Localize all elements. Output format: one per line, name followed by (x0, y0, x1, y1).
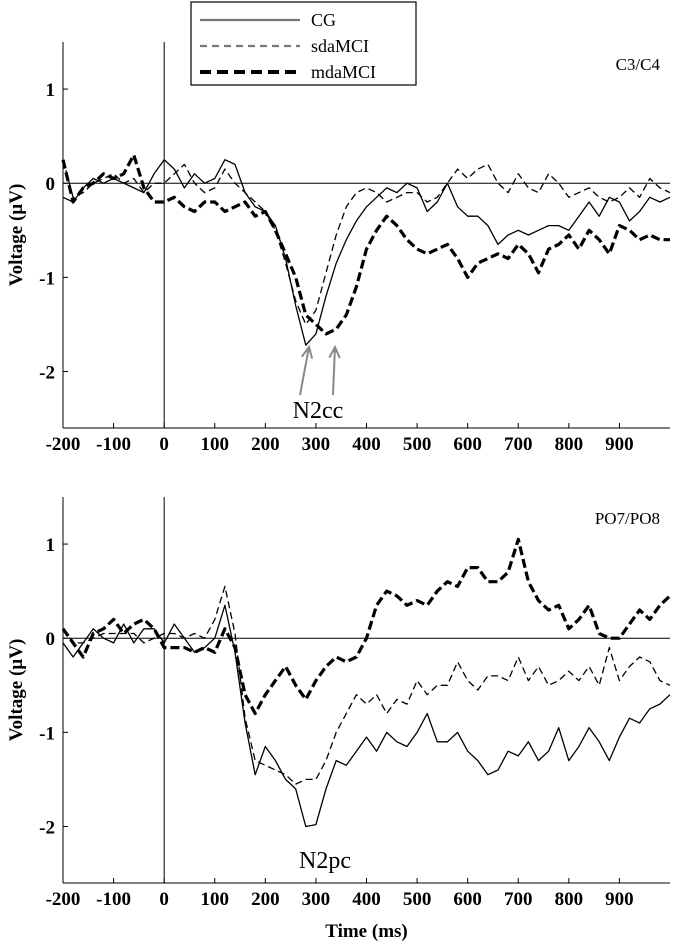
panel-label: C3/C4 (616, 55, 661, 74)
legend: CG sdaMCI mdaMCI (190, 1, 417, 86)
y-tick-label: 0 (46, 174, 56, 195)
x-tick-label: -100 (96, 434, 131, 455)
annotation-arrows (299, 344, 341, 396)
annotation-label: N2pc (299, 848, 351, 874)
x-tick-label: 900 (605, 434, 634, 455)
series-line-cg (62, 604, 671, 828)
x-tick-label: 0 (159, 434, 169, 455)
series-line-sdamci (62, 159, 671, 326)
x-tick-label: 300 (302, 889, 331, 910)
legend-label: CG (311, 10, 336, 30)
series-line-cg (62, 159, 671, 346)
series-line-mdamci (61, 153, 670, 336)
y-tick-label: -1 (39, 723, 55, 744)
x-tick-label: 500 (403, 889, 432, 910)
x-tick-label: -200 (46, 434, 81, 455)
y-tick-label: 1 (46, 80, 56, 101)
x-tick-label: 800 (555, 889, 584, 910)
x-tick-label: 200 (251, 434, 280, 455)
x-tick-label: 700 (504, 889, 533, 910)
x-tick-label: 900 (605, 889, 634, 910)
x-tick-label: 300 (302, 434, 331, 455)
annotation-arrow (299, 346, 310, 396)
x-tick-label: 600 (453, 889, 482, 910)
y-axis-label: Voltage (µV) (6, 184, 27, 287)
x-tick-label: -100 (96, 889, 131, 910)
x-tick-label: -200 (46, 889, 81, 910)
x-tick-label: 0 (159, 889, 169, 910)
x-tick-label: 200 (251, 889, 280, 910)
x-tick-label: 100 (201, 889, 230, 910)
series-line-sdamci (62, 585, 671, 785)
y-tick-label: -2 (39, 818, 55, 839)
annotation-arrow (332, 346, 336, 396)
legend-label: mdaMCI (311, 62, 376, 82)
x-tick-label: 100 (201, 434, 230, 455)
annotation-arrowhead (301, 344, 314, 359)
x-tick-label: 500 (403, 434, 432, 455)
panel-2: -200 -100 0 100 200 300 400 500 600 700 800 900 1 0 -1… (6, 497, 672, 942)
y-tick-label: -2 (39, 363, 55, 384)
legend-label: sdaMCI (311, 36, 369, 56)
x-tick-label: 600 (453, 434, 482, 455)
x-tick-label: 400 (352, 434, 381, 455)
series-line-mdamci (61, 537, 672, 716)
x-tick-label: 400 (352, 889, 381, 910)
panel-label: PO7/PO8 (595, 509, 660, 528)
x-tick-label: 700 (504, 434, 533, 455)
legend-box (190, 1, 417, 86)
annotation-arrowhead (328, 344, 341, 359)
y-tick-label: 1 (46, 535, 56, 556)
y-axis-label: Voltage (µV) (6, 639, 27, 742)
x-axis-label: Time (ms) (325, 921, 408, 942)
y-tick-label: 0 (46, 629, 56, 650)
x-tick-label: 800 (555, 434, 584, 455)
annotation-label: N2cc (293, 398, 344, 424)
panel-1: -200 -100 0 100 200 300 400 500 600 700 800 900 1 0 -1… (6, 1, 671, 455)
y-tick-label: -1 (39, 268, 55, 289)
